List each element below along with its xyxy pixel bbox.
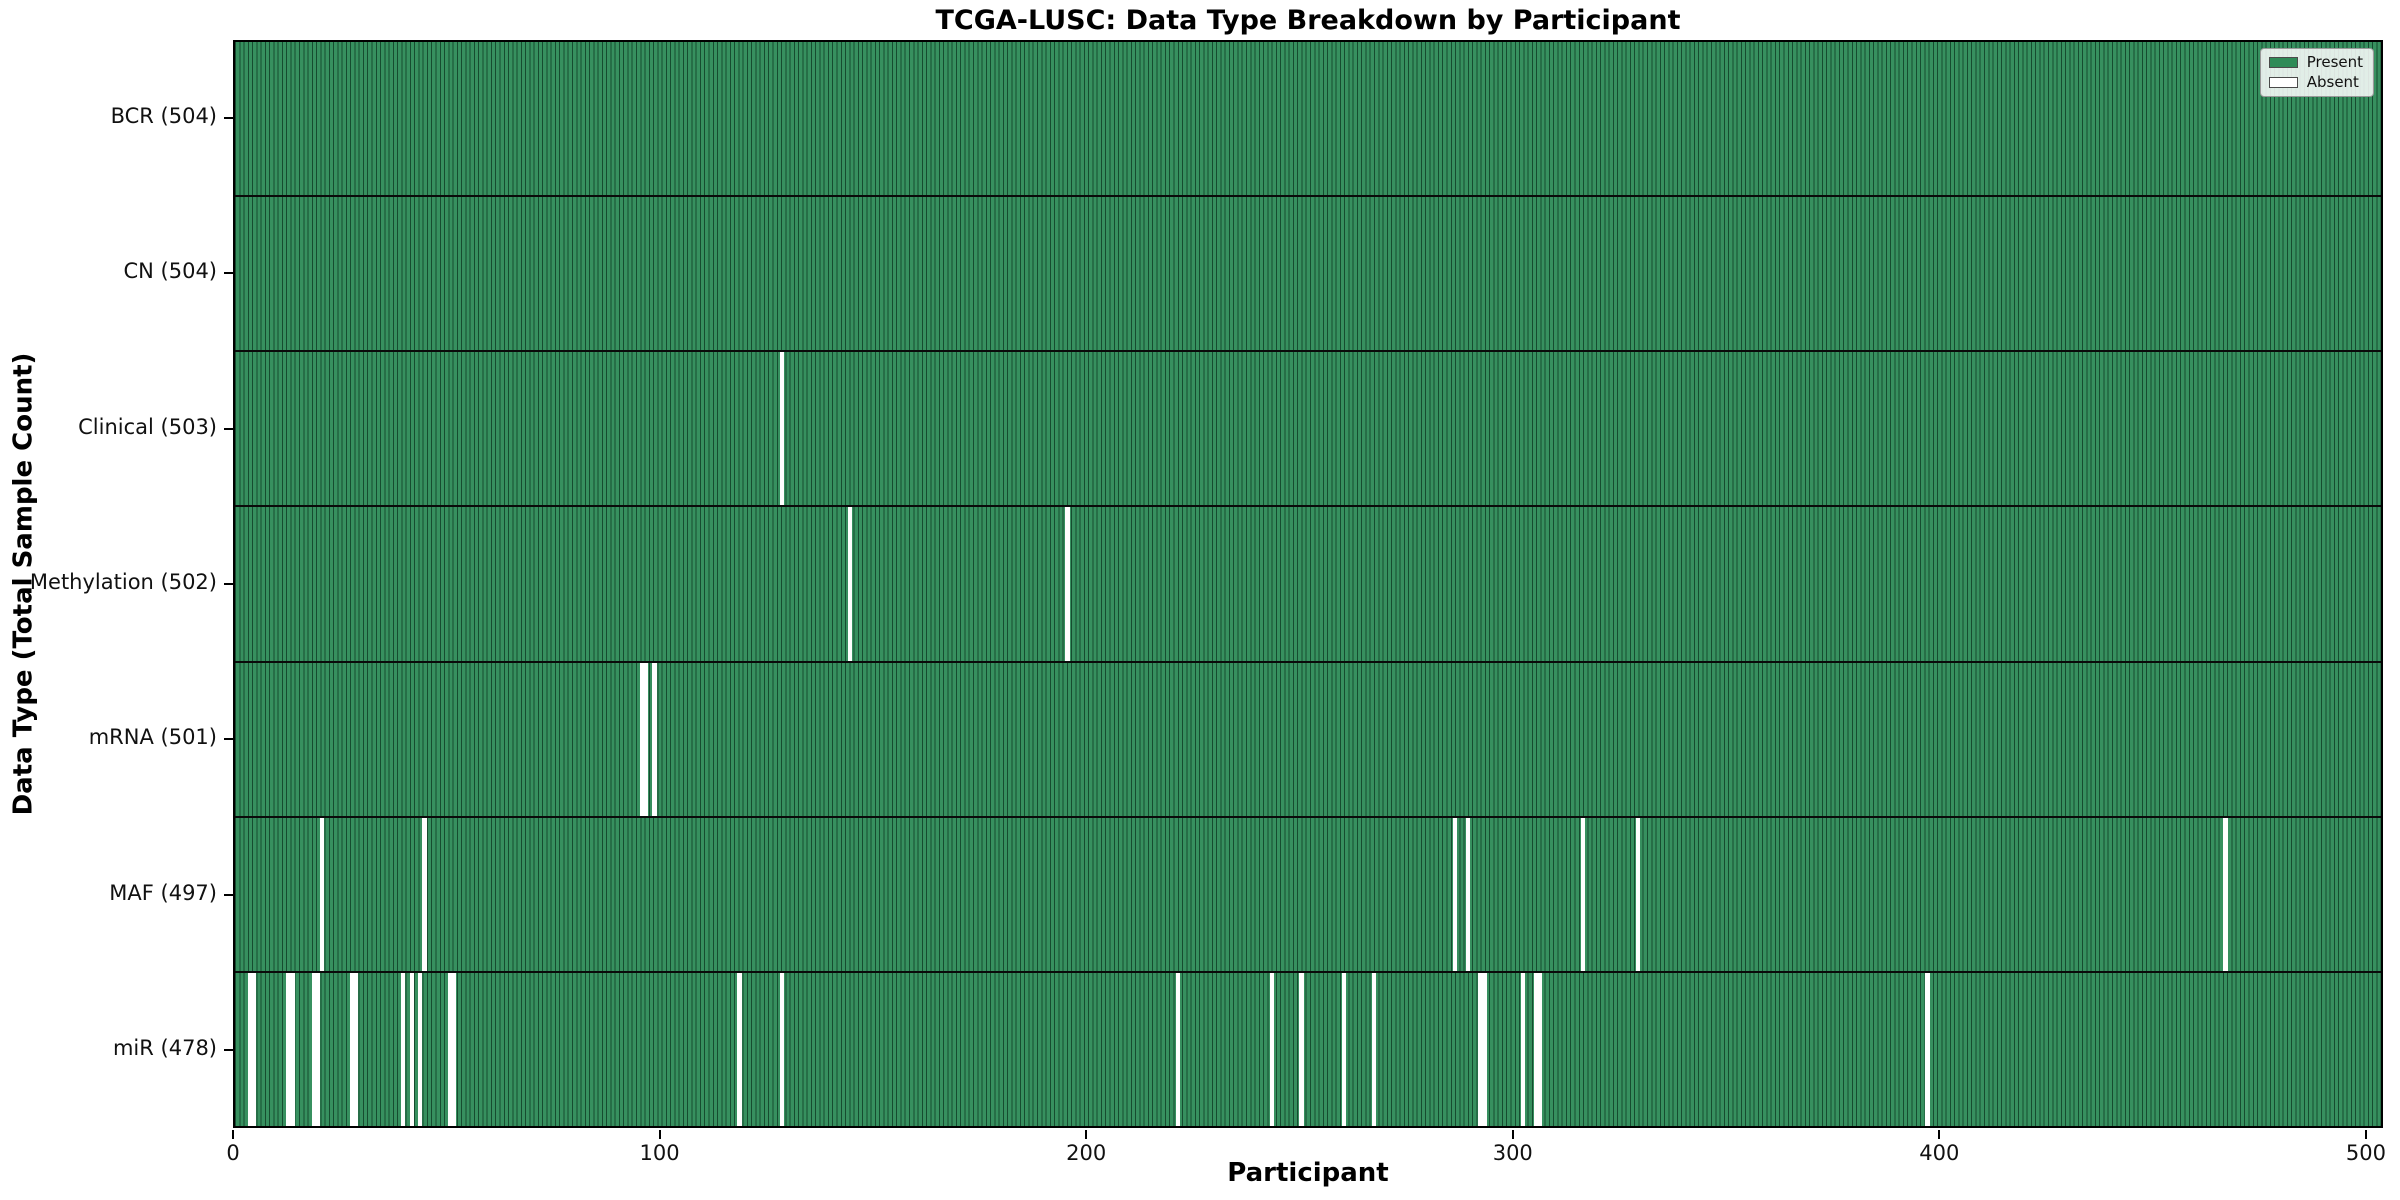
- x-tick-mark: [1938, 1130, 1941, 1139]
- absent-stripe: [1925, 972, 1930, 1126]
- absent-stripe: [2223, 817, 2228, 971]
- chart-title: TCGA-LUSC: Data Type Breakdown by Partic…: [935, 5, 1681, 36]
- y-tick-mark: [224, 116, 233, 119]
- absent-stripe: [349, 972, 359, 1126]
- legend-entry-absent: Absent: [2268, 73, 2363, 91]
- absent-stripe: [320, 817, 325, 971]
- absent-stripe: [848, 507, 853, 661]
- absent-stripe: [639, 662, 649, 816]
- x-axis-ticks: 0 100 200 300 400 500: [226, 1128, 2386, 1168]
- absent-stripe: [1478, 972, 1487, 1126]
- absent-stripe: [1533, 972, 1543, 1126]
- absent-stripe: [780, 352, 785, 506]
- x-tick-mark: [1085, 1130, 1088, 1139]
- absent-stripe: [422, 817, 427, 971]
- legend-label: Present: [2306, 53, 2363, 71]
- heat-row-Methylation: [235, 505, 2381, 661]
- legend-swatch-absent: [2268, 77, 2298, 88]
- y-tick-label-Methylation: Methylation (502): [29, 570, 217, 594]
- heat-row-Clinical: [235, 350, 2381, 506]
- x-tick-label: 0: [226, 1141, 240, 1165]
- absent-stripe: [1299, 972, 1304, 1126]
- y-tick-mark: [224, 738, 233, 741]
- y-tick-label-Clinical: Clinical (503): [78, 414, 217, 439]
- legend: Present Absent: [2259, 48, 2374, 97]
- y-tick-mark: [224, 1049, 233, 1052]
- y-tick-label-MAF: MAF (497): [109, 880, 217, 905]
- y-tick-label-miR: miR (478): [112, 1036, 217, 1061]
- absent-stripe: [1269, 972, 1274, 1126]
- x-tick-label: 500: [2345, 1141, 2386, 1165]
- absent-stripe: [737, 972, 742, 1126]
- x-tick-label: 100: [639, 1141, 680, 1165]
- legend-label: Absent: [2306, 73, 2359, 91]
- absent-stripe: [1635, 817, 1641, 971]
- absent-stripe: [1520, 972, 1526, 1126]
- absent-stripe: [286, 972, 295, 1126]
- plot-area: Present Absent: [233, 40, 2383, 1128]
- y-axis-ticks: BCR (504) CN (504) Clinical (503) Methylati…: [0, 40, 233, 1128]
- absent-stripe: [1580, 817, 1585, 971]
- heat-row-miR: [235, 970, 2381, 1126]
- x-tick-mark: [2364, 1130, 2367, 1139]
- absent-stripe: [409, 972, 414, 1126]
- legend-entry-present: Present: [2268, 53, 2363, 71]
- y-tick-label-CN: CN (504): [123, 259, 217, 284]
- absent-stripe: [401, 972, 406, 1126]
- y-tick-mark: [224, 427, 233, 430]
- heat-row-CN: [235, 195, 2381, 351]
- absent-stripe: [418, 972, 423, 1126]
- x-tick-mark: [658, 1130, 661, 1139]
- legend-swatch-present: [2268, 57, 2298, 68]
- x-tick-label: 400: [1919, 1141, 1960, 1165]
- heat-row-BCR: [235, 42, 2381, 196]
- absent-stripe: [311, 972, 321, 1126]
- absent-stripe: [1452, 817, 1458, 971]
- x-tick-mark: [232, 1130, 234, 1139]
- absent-stripe: [447, 972, 457, 1126]
- x-tick-label: 200: [1066, 1141, 1107, 1165]
- x-axis-label: Participant: [1227, 1158, 1389, 1188]
- absent-stripe: [1065, 507, 1070, 661]
- absent-stripe: [1371, 972, 1377, 1126]
- y-tick-mark: [224, 272, 233, 275]
- y-tick-mark: [224, 583, 233, 585]
- absent-stripe: [1342, 972, 1347, 1126]
- heat-row-MAF: [235, 815, 2381, 971]
- absent-stripe: [247, 972, 257, 1126]
- x-tick-label: 300: [1492, 1141, 1533, 1165]
- absent-stripe: [1465, 817, 1470, 971]
- heat-row-mRNA: [235, 660, 2381, 816]
- y-tick-label-BCR: BCR (504): [110, 103, 217, 128]
- absent-stripe: [1176, 972, 1181, 1126]
- x-tick-mark: [1511, 1130, 1514, 1139]
- absent-stripe: [780, 972, 785, 1126]
- absent-stripe: [652, 662, 657, 816]
- y-tick-mark: [224, 893, 233, 896]
- y-tick-label-mRNA: mRNA (501): [88, 725, 217, 750]
